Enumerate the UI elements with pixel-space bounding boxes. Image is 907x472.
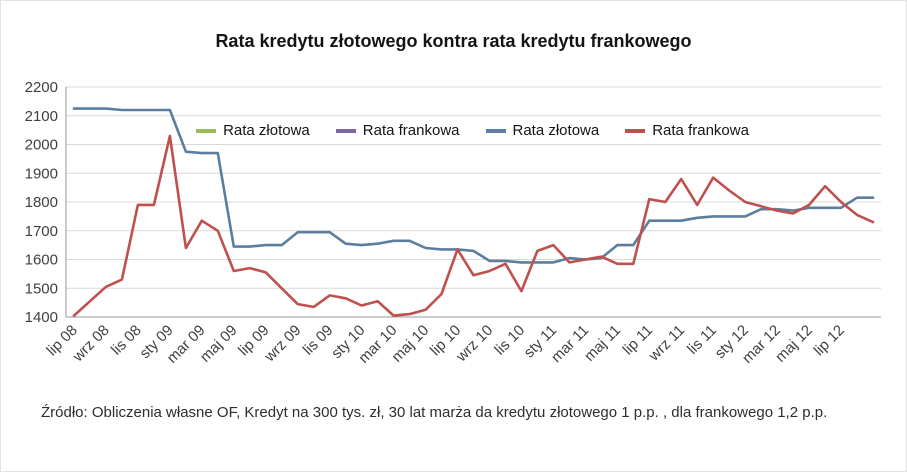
legend-label: Rata złotowa bbox=[223, 122, 310, 139]
legend-item: Rata złotowa bbox=[196, 122, 310, 139]
x-axis-tick-label: wrz 11 bbox=[645, 322, 688, 365]
legend-item: Rata frankowa bbox=[625, 122, 749, 139]
legend-swatch bbox=[335, 128, 356, 133]
x-axis-tick-label: lip 12 bbox=[811, 322, 848, 359]
x-axis-tick-label: maj 12 bbox=[772, 322, 816, 366]
x-axis-tick-label: wrz 08 bbox=[69, 322, 113, 366]
x-axis-tick-label: wrz 09 bbox=[261, 322, 305, 366]
chart-legend: Rata złotowa Rata frankowa Rata złotowa Rat… bbox=[66, 122, 879, 139]
y-axis-tick-label: 2100 bbox=[25, 108, 58, 125]
legend-item: Rata złotowa bbox=[485, 122, 600, 139]
y-axis-tick-label: 1800 bbox=[25, 194, 58, 211]
legend-label: Rata złotowa bbox=[512, 122, 600, 139]
y-axis-tick-label: 1400 bbox=[25, 309, 58, 326]
x-axis-tick-label: maj 11 bbox=[581, 322, 624, 365]
legend-swatch bbox=[196, 128, 217, 133]
source-note: Źródło: Obliczenia własne OF, Kredyt na … bbox=[41, 404, 828, 421]
legend-label: Rata frankowa bbox=[362, 122, 460, 139]
y-axis-tick-label: 1500 bbox=[25, 280, 58, 297]
legend-swatch bbox=[625, 128, 646, 133]
y-axis-tick-label: 2000 bbox=[25, 137, 58, 154]
chart-svg: 1400 1500 1600 1700 1800 1900 2000 2100 2200 lip … bbox=[25, 79, 881, 367]
y-axis-tick-label: 1700 bbox=[25, 223, 58, 240]
x-axis-tick-label: maj 09 bbox=[197, 322, 241, 366]
chart-title: Rata kredytu złotowego kontra rata kredy… bbox=[215, 31, 692, 51]
legend-swatch bbox=[485, 128, 506, 133]
legend-item: Rata frankowa bbox=[335, 122, 460, 139]
y-axis-tick-label: 1900 bbox=[25, 165, 58, 182]
y-axis-tick-label: 2200 bbox=[25, 79, 58, 96]
series-line bbox=[72, 134, 875, 317]
x-axis-tick-label: maj 10 bbox=[389, 322, 433, 366]
y-axis-tick-label: 1600 bbox=[25, 252, 58, 269]
x-axis-tick-label: lis 10 bbox=[491, 322, 528, 359]
legend-label: Rata frankowa bbox=[652, 122, 749, 139]
series-line bbox=[72, 107, 875, 264]
x-axis-tick-label: wrz 10 bbox=[452, 322, 496, 366]
